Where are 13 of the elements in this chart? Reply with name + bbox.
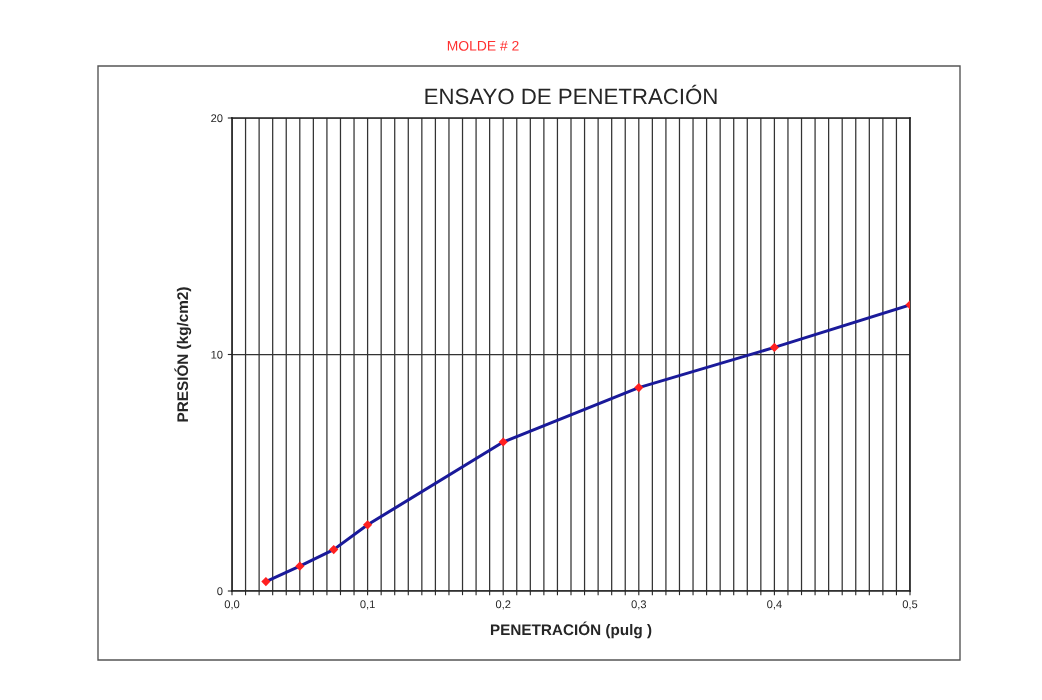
- x-tick-label: 0,1: [360, 600, 375, 610]
- x-tick-label: 0,3: [631, 600, 647, 610]
- y-axis-title: PRESIÓN (kg/cm2): [174, 287, 192, 422]
- x-tick-label: 0,5: [902, 600, 918, 610]
- x-tick-label: 0,2: [495, 600, 511, 610]
- x-tick-label: 0,0: [224, 600, 240, 610]
- y-tick-label: 10: [211, 350, 223, 359]
- chart-title: ENSAYO DE PENETRACIÓN: [425, 84, 717, 105]
- chart-subtitle: MOLDE # 2: [447, 40, 519, 51]
- x-axis-title: PENETRACIÓN (pulg ): [490, 621, 652, 639]
- x-tick-label: 0,4: [767, 600, 782, 610]
- y-tick-label: 0: [217, 587, 223, 596]
- y-tick-label: 20: [211, 114, 223, 123]
